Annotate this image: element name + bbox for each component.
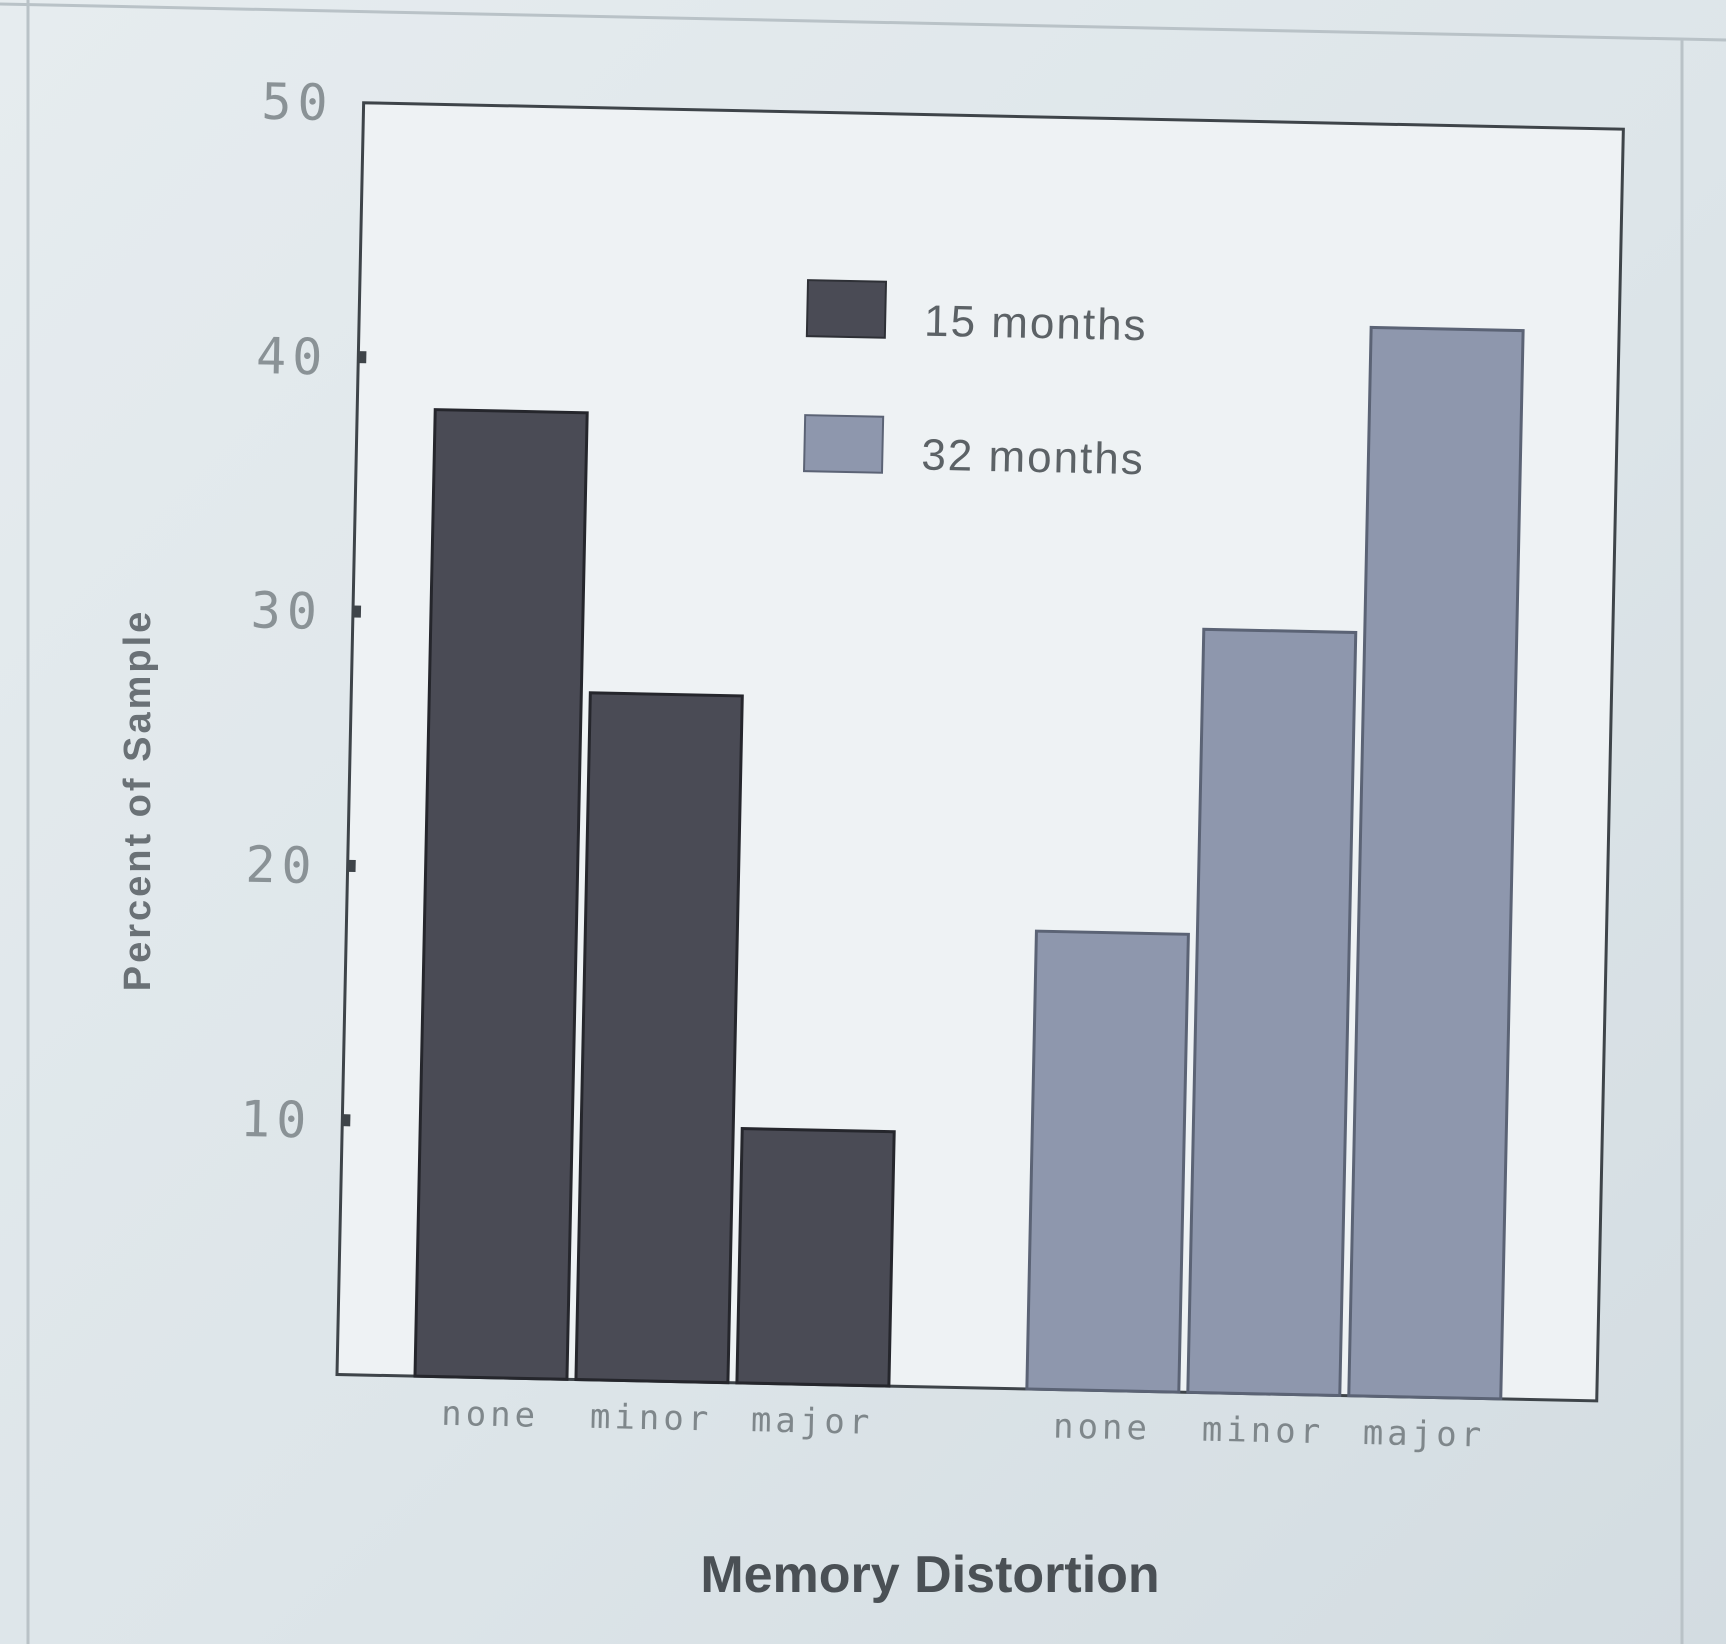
y-tick-mark-30 (352, 605, 362, 618)
x-category-label-major: major (1362, 1413, 1485, 1456)
x-category-label-minor: minor (1201, 1410, 1324, 1453)
y-tick-mark-20 (347, 859, 356, 872)
bar-32-months-major (1347, 325, 1525, 1401)
y-tick-label-40: 40 (255, 327, 328, 386)
y-tick-label-20: 20 (245, 836, 318, 895)
legend-swatch-32-months (802, 414, 885, 474)
x-category-label-minor: minor (590, 1397, 713, 1440)
y-tick-labels: 10 20 30 40 50 (240, 73, 335, 1150)
y-tick-label-30: 30 (250, 581, 323, 640)
bar-15-months-minor (574, 691, 744, 1385)
y-tick-label-50: 50 (261, 73, 334, 132)
bar-32-months-minor (1186, 627, 1358, 1398)
legend: 15 months 32 months (802, 279, 1148, 485)
x-category-labels: none minor major none minor major (441, 1394, 1486, 1456)
x-axis-title: Memory Distortion (700, 1546, 1159, 1604)
bar-15-months-none (413, 408, 589, 1381)
legend-swatch-15-months (805, 279, 888, 339)
bar-15-months-major (735, 1127, 896, 1388)
y-tick-marks (342, 351, 367, 1127)
y-tick-mark-40 (358, 351, 367, 364)
bars-group (413, 325, 1525, 1401)
y-tick-label-10: 10 (240, 1090, 313, 1149)
bar-32-months-none (1025, 929, 1190, 1394)
x-category-label-none: none (1053, 1407, 1152, 1449)
x-category-label-none: none (441, 1394, 540, 1436)
legend-label-32-months: 32 months (921, 431, 1145, 485)
y-tick-mark-10 (342, 1114, 351, 1127)
legend-label-15-months: 15 months (924, 297, 1148, 351)
x-category-label-major: major (751, 1400, 874, 1443)
window-frame-top (0, 2, 1726, 42)
y-axis-title: Percent of Sample (117, 609, 159, 992)
